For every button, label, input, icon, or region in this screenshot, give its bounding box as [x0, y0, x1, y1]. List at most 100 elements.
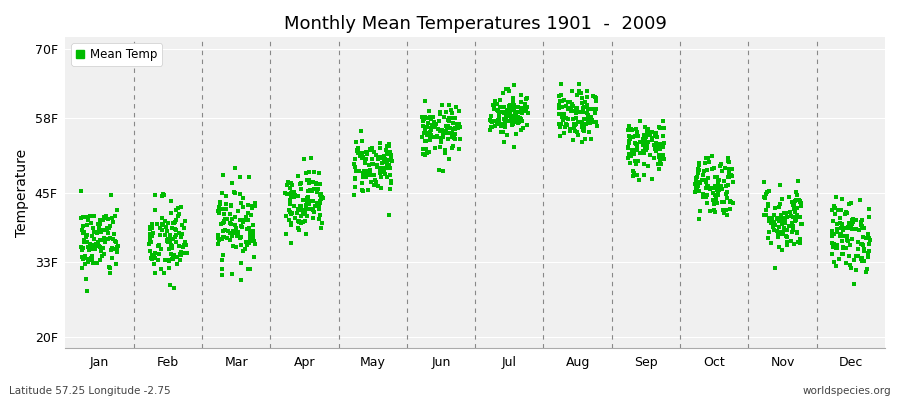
Point — [430, 133, 445, 139]
Point — [382, 143, 396, 149]
Point — [367, 172, 382, 178]
Point — [374, 185, 389, 191]
Point — [438, 130, 453, 136]
Point — [829, 262, 843, 269]
Point — [363, 146, 377, 153]
Point — [379, 158, 393, 164]
Point — [574, 100, 589, 106]
Point — [825, 232, 840, 239]
Point — [568, 128, 582, 134]
Point — [243, 228, 257, 235]
Point — [237, 216, 251, 223]
Point — [491, 121, 506, 128]
Point — [86, 256, 100, 263]
Point — [445, 115, 459, 122]
Point — [453, 124, 467, 130]
Point — [354, 152, 368, 158]
Point — [172, 243, 186, 250]
Point — [861, 206, 876, 212]
Point — [836, 250, 850, 257]
Point — [492, 109, 507, 116]
Point — [144, 255, 158, 262]
Point — [627, 140, 642, 146]
Point — [76, 230, 90, 236]
Point — [567, 121, 581, 128]
Point — [223, 237, 238, 243]
Point — [172, 230, 186, 236]
Point — [825, 250, 840, 257]
Point — [825, 218, 840, 225]
Point — [789, 212, 804, 219]
Point — [778, 220, 793, 227]
Point — [637, 172, 652, 178]
Legend: Mean Temp: Mean Temp — [71, 43, 162, 66]
Point — [629, 141, 643, 147]
Point — [299, 202, 313, 208]
Point — [165, 243, 179, 250]
Point — [154, 266, 168, 272]
Point — [436, 130, 451, 136]
Point — [75, 253, 89, 260]
Point — [714, 182, 728, 189]
Point — [357, 160, 372, 166]
Point — [655, 144, 670, 150]
Point — [688, 184, 703, 191]
Point — [861, 235, 876, 242]
Point — [782, 223, 796, 230]
Point — [291, 224, 305, 231]
Point — [104, 270, 118, 276]
Point — [514, 116, 528, 122]
Point — [842, 224, 857, 231]
Point — [559, 115, 573, 121]
Point — [693, 179, 707, 185]
Point — [840, 236, 854, 243]
Point — [77, 237, 92, 243]
Point — [641, 162, 655, 169]
Point — [484, 118, 499, 124]
Point — [586, 106, 600, 112]
Point — [552, 111, 566, 118]
Point — [80, 222, 94, 228]
Point — [174, 204, 188, 210]
Point — [777, 225, 791, 232]
Point — [243, 266, 257, 272]
Point — [160, 238, 175, 244]
Point — [423, 125, 437, 131]
Point — [175, 252, 189, 258]
Point — [773, 212, 788, 219]
Point — [163, 239, 177, 246]
Point — [310, 200, 325, 206]
Point — [625, 147, 639, 154]
Point — [236, 204, 250, 210]
Point — [74, 243, 88, 250]
Point — [295, 219, 310, 225]
Point — [290, 210, 304, 216]
Point — [292, 218, 306, 224]
Point — [644, 137, 659, 143]
Point — [233, 223, 248, 230]
Point — [152, 251, 166, 257]
Point — [507, 102, 521, 108]
Point — [310, 186, 325, 192]
Point — [284, 209, 299, 216]
Point — [433, 108, 447, 115]
Point — [711, 176, 725, 183]
Point — [845, 218, 859, 225]
Point — [230, 230, 244, 237]
Point — [101, 216, 115, 222]
Point — [151, 243, 166, 250]
Point — [354, 128, 368, 134]
Point — [446, 143, 460, 150]
Point — [691, 170, 706, 176]
Point — [850, 245, 865, 252]
Point — [368, 177, 382, 184]
Point — [644, 129, 659, 135]
Point — [416, 116, 430, 122]
Point — [712, 177, 726, 183]
Point — [433, 144, 447, 150]
Point — [712, 186, 726, 193]
Point — [778, 210, 793, 216]
Point — [314, 192, 328, 198]
Point — [656, 132, 670, 139]
Point — [645, 135, 660, 141]
